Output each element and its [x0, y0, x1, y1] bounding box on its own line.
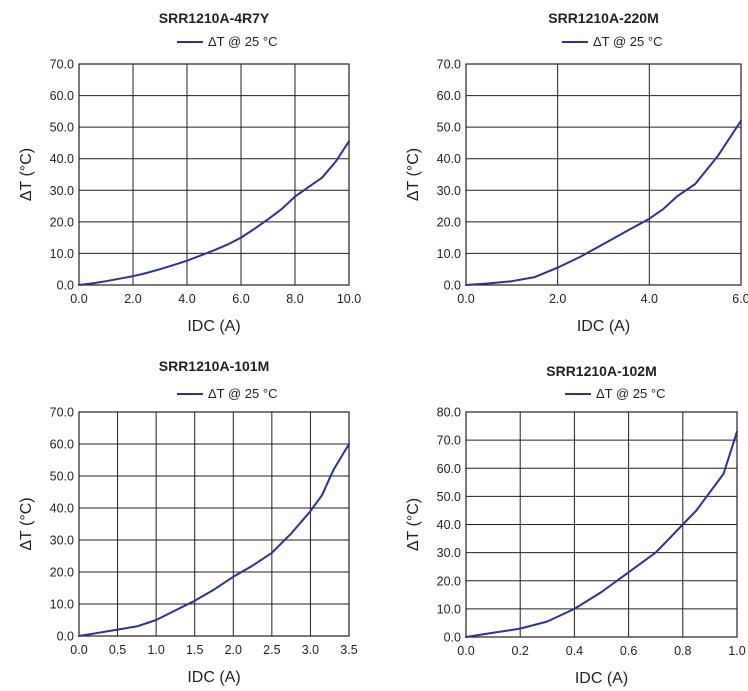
legend-label: ΔT @ 25 °C: [593, 34, 662, 49]
x-axis-label: IDC (A): [575, 670, 628, 687]
x-tick-label: 2.0: [549, 292, 566, 306]
plot-frame: [465, 411, 738, 638]
x-tick-label: 8.0: [286, 292, 303, 306]
x-tick-label: 0.8: [674, 644, 691, 658]
plot-frame: [78, 63, 350, 286]
y-tick-label: 70.0: [437, 434, 461, 448]
chart-3: SRR1210A-101M ΔT @ 25 °C 0.0 0.5 1.0 1.5 2.0 2.…: [18, 358, 358, 686]
y-tick-label: 10.0: [437, 247, 461, 261]
y-tick-label: 20.0: [50, 566, 74, 580]
y-tick-label: 0.0: [57, 279, 74, 293]
chart-title: SRR1210A-102M: [546, 363, 657, 379]
x-tick-label: 6.0: [232, 292, 249, 306]
x-tick-label: 0.0: [70, 643, 87, 657]
y-tick-label: 40.0: [50, 152, 74, 166]
y-axis-label: ΔT (°C): [18, 148, 35, 201]
chart-1: SRR1210A-4R7Y ΔT @ 25 °C 0.0 2.0 4.0 6.0 8.0 10…: [18, 10, 361, 335]
chart-2: SRR1210A-220M ΔT @ 25 °C 0.0 2.0 4.0 6.0 0.0 10…: [405, 10, 748, 335]
y-tick-label: 60.0: [50, 89, 74, 103]
y-tick-label: 70.0: [437, 58, 461, 72]
legend-label: ΔT @ 25 °C: [596, 386, 665, 401]
x-tick-label: 6.0: [732, 292, 748, 306]
y-tick-label: 50.0: [50, 121, 74, 135]
y-tick-label: 40.0: [437, 518, 461, 532]
y-tick-label: 70.0: [50, 406, 74, 420]
x-tick-label: 4.0: [641, 292, 658, 306]
series-line: [465, 430, 738, 638]
legend: ΔT @ 25 °C: [565, 386, 665, 401]
legend: ΔT @ 25 °C: [177, 34, 277, 49]
y-axis-label: ΔT (°C): [405, 148, 422, 201]
y-tick-label: 0.0: [444, 631, 461, 645]
x-tick-label: 0.6: [620, 644, 637, 658]
y-tick-label: 60.0: [437, 462, 461, 476]
series-line: [78, 140, 350, 286]
plot-frame: [78, 411, 350, 637]
x-tick-label: 1.0: [728, 644, 745, 658]
y-tick-label: 40.0: [437, 152, 461, 166]
chart-title: SRR1210A-101M: [159, 358, 270, 374]
x-tick-label: 2.0: [225, 643, 242, 657]
y-tick-label: 60.0: [50, 438, 74, 452]
legend: ΔT @ 25 °C: [562, 34, 662, 49]
plot-frame: [465, 63, 742, 286]
x-tick-label: 0.0: [457, 644, 474, 658]
chart-4: SRR1210A-102M ΔT @ 25 °C 0.0 0.2 0.4 0.6 0.8 1.…: [405, 363, 746, 687]
y-tick-label: 60.0: [437, 89, 461, 103]
legend-label: ΔT @ 25 °C: [208, 386, 277, 401]
y-tick-label: 0.0: [444, 279, 461, 293]
y-tick-label: 50.0: [437, 490, 461, 504]
x-axis-label: IDC (A): [187, 669, 240, 686]
y-tick-label: 10.0: [50, 247, 74, 261]
y-tick-label: 50.0: [437, 121, 461, 135]
y-tick-label: 20.0: [50, 215, 74, 229]
x-tick-label: 4.0: [178, 292, 195, 306]
x-tick-label: 1.0: [147, 643, 164, 657]
x-tick-label: 2.0: [124, 292, 141, 306]
y-tick-label: 40.0: [50, 502, 74, 516]
x-tick-label: 0.5: [109, 643, 126, 657]
y-tick-label: 20.0: [437, 215, 461, 229]
x-tick-label: 3.0: [302, 643, 319, 657]
x-axis-label: IDC (A): [577, 318, 630, 335]
chart-title: SRR1210A-220M: [548, 10, 659, 26]
x-tick-label: 1.5: [186, 643, 203, 657]
chart-title: SRR1210A-4R7Y: [159, 10, 270, 26]
series-line: [78, 443, 350, 637]
x-tick-label: 0.4: [566, 644, 583, 658]
x-tick-label: 10.0: [337, 292, 361, 306]
series-line: [465, 119, 742, 286]
y-tick-label: 0.0: [57, 630, 74, 644]
y-tick-label: 30.0: [50, 184, 74, 198]
y-axis-label: ΔT (°C): [405, 498, 422, 551]
y-tick-label: 10.0: [50, 598, 74, 612]
y-tick-label: 10.0: [437, 602, 461, 616]
y-tick-label: 30.0: [437, 184, 461, 198]
legend: ΔT @ 25 °C: [177, 386, 277, 401]
y-tick-label: 80.0: [437, 406, 461, 420]
x-tick-label: 3.5: [340, 643, 357, 657]
y-tick-label: 20.0: [437, 574, 461, 588]
y-tick-label: 30.0: [437, 546, 461, 560]
x-tick-label: 2.5: [263, 643, 280, 657]
x-axis-label: IDC (A): [187, 318, 240, 335]
y-axis-label: ΔT (°C): [18, 497, 35, 550]
x-tick-label: 0.0: [457, 292, 474, 306]
legend-label: ΔT @ 25 °C: [208, 34, 277, 49]
x-tick-label: 0.2: [512, 644, 529, 658]
y-tick-label: 30.0: [50, 534, 74, 548]
x-tick-label: 0.0: [70, 292, 87, 306]
y-tick-label: 70.0: [50, 58, 74, 72]
y-tick-label: 50.0: [50, 470, 74, 484]
